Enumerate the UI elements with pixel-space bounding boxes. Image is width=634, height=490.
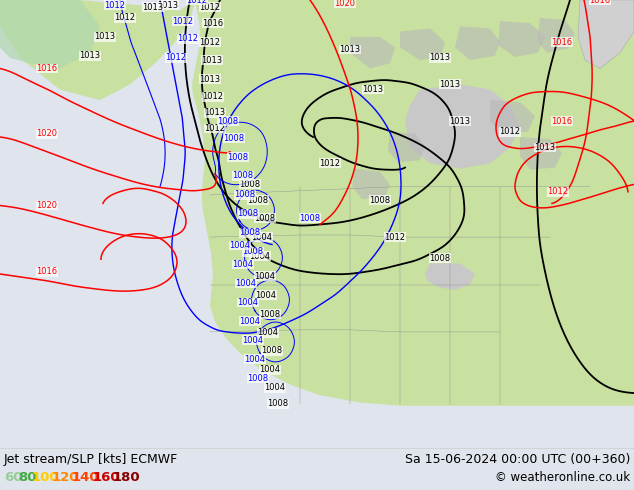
Text: 1012: 1012 <box>200 3 221 12</box>
Text: 1008: 1008 <box>228 152 249 162</box>
Polygon shape <box>490 100 535 134</box>
Text: 1004: 1004 <box>264 383 285 392</box>
Text: 1004: 1004 <box>238 298 259 307</box>
Text: 1012: 1012 <box>548 187 569 196</box>
Text: 1012: 1012 <box>205 124 226 133</box>
Text: 1016: 1016 <box>36 64 58 73</box>
Text: 1012: 1012 <box>115 13 136 23</box>
Text: 1013: 1013 <box>200 74 221 83</box>
Text: 1013: 1013 <box>79 51 101 60</box>
Text: Jet stream/SLP [kts] ECMWF: Jet stream/SLP [kts] ECMWF <box>4 453 178 466</box>
Text: 1008: 1008 <box>242 247 264 256</box>
Text: 1008: 1008 <box>238 209 259 219</box>
Text: 1004: 1004 <box>256 291 276 299</box>
Polygon shape <box>498 21 545 57</box>
Text: 1012: 1012 <box>178 34 198 44</box>
Text: 1004: 1004 <box>250 251 271 261</box>
Text: 160: 160 <box>92 471 120 485</box>
Text: 1008: 1008 <box>235 191 256 199</box>
Text: 1020: 1020 <box>335 0 356 8</box>
Text: 1008: 1008 <box>247 196 269 205</box>
Polygon shape <box>192 0 634 406</box>
Text: 1008: 1008 <box>429 254 451 263</box>
Text: 1020: 1020 <box>37 129 58 138</box>
Text: © weatheronline.co.uk: © weatheronline.co.uk <box>495 471 630 485</box>
Text: 1013: 1013 <box>94 32 115 41</box>
Text: 1012: 1012 <box>202 93 224 101</box>
Text: 1004: 1004 <box>242 336 264 345</box>
Text: 1008: 1008 <box>233 172 254 180</box>
Text: 140: 140 <box>72 471 100 485</box>
Text: 1008: 1008 <box>240 228 261 237</box>
Polygon shape <box>520 137 562 170</box>
Text: 1008: 1008 <box>254 214 276 222</box>
Text: 1020: 1020 <box>37 201 58 210</box>
Polygon shape <box>405 84 520 169</box>
Text: 1008: 1008 <box>259 310 281 318</box>
Text: 1008: 1008 <box>261 346 283 355</box>
Text: 1008: 1008 <box>299 214 321 222</box>
Text: 1016: 1016 <box>590 0 611 4</box>
Polygon shape <box>400 28 445 60</box>
Text: 1008: 1008 <box>268 399 288 408</box>
Text: 1013: 1013 <box>450 117 470 126</box>
Text: 1004: 1004 <box>257 328 278 338</box>
Polygon shape <box>425 264 475 290</box>
Text: 1012: 1012 <box>200 38 221 47</box>
Text: 1012: 1012 <box>186 0 207 4</box>
Text: 1004: 1004 <box>259 366 280 374</box>
Polygon shape <box>350 37 395 69</box>
Text: 1008: 1008 <box>247 374 269 383</box>
Text: 1012: 1012 <box>500 127 521 136</box>
Text: Sa 15-06-2024 00:00 UTC (00+360): Sa 15-06-2024 00:00 UTC (00+360) <box>404 453 630 466</box>
Text: 1012: 1012 <box>320 159 340 168</box>
Text: 1013: 1013 <box>204 108 226 117</box>
Polygon shape <box>537 18 575 53</box>
Text: 1016: 1016 <box>202 19 224 27</box>
Text: 1008: 1008 <box>370 196 391 205</box>
Text: 1016: 1016 <box>552 38 573 47</box>
Text: 1013: 1013 <box>439 80 460 89</box>
Polygon shape <box>0 0 195 100</box>
Text: 1004: 1004 <box>235 279 257 288</box>
Text: 100: 100 <box>32 471 60 485</box>
Text: 1004: 1004 <box>254 271 276 281</box>
Text: 1004: 1004 <box>240 317 261 326</box>
Text: 1013: 1013 <box>363 85 384 94</box>
Text: 1008: 1008 <box>217 117 238 126</box>
Text: 1004: 1004 <box>252 233 273 242</box>
Text: 1013: 1013 <box>429 53 451 62</box>
Text: 60: 60 <box>4 471 22 485</box>
Polygon shape <box>0 0 100 69</box>
Text: 1012: 1012 <box>384 233 406 242</box>
Text: 1004: 1004 <box>230 241 250 250</box>
Text: 1013: 1013 <box>534 143 555 152</box>
Text: 1004: 1004 <box>233 260 254 269</box>
Text: 1016: 1016 <box>552 117 573 126</box>
Text: 1013: 1013 <box>202 55 223 65</box>
Text: 1004: 1004 <box>245 355 266 364</box>
Text: 120: 120 <box>52 471 79 485</box>
Polygon shape <box>388 132 425 162</box>
Text: 1013: 1013 <box>157 1 179 10</box>
Text: 80: 80 <box>18 471 36 485</box>
Text: 1013: 1013 <box>143 3 164 12</box>
Polygon shape <box>578 0 634 69</box>
Polygon shape <box>352 169 390 199</box>
Text: 1012: 1012 <box>172 17 193 25</box>
Polygon shape <box>455 26 500 60</box>
Text: 1016: 1016 <box>36 268 58 276</box>
Text: 180: 180 <box>112 471 140 485</box>
Text: 1013: 1013 <box>339 45 361 54</box>
Text: 1008: 1008 <box>223 134 245 143</box>
Text: 1008: 1008 <box>240 180 261 189</box>
Text: 1012: 1012 <box>165 53 186 62</box>
Text: 1012: 1012 <box>105 1 126 10</box>
